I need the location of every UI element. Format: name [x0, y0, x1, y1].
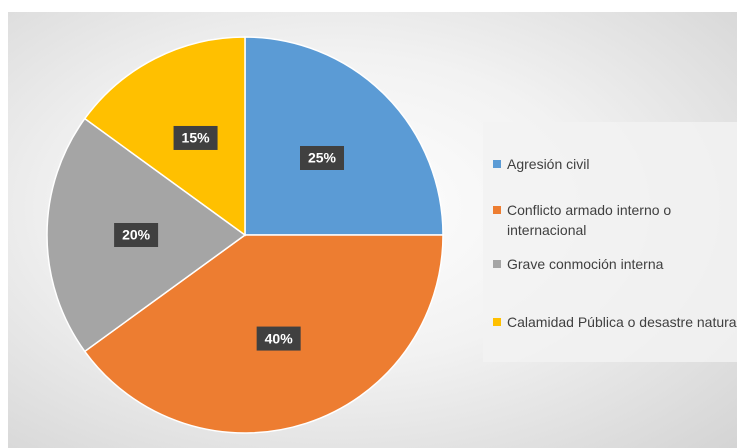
data-label: 15%: [182, 130, 211, 146]
legend-item: Calamidad Pública o desastre natural: [493, 312, 737, 332]
legend-swatch: [493, 318, 501, 326]
legend-swatch: [493, 160, 501, 168]
data-label-box: [300, 145, 345, 170]
legend-swatch: [493, 206, 501, 214]
pie-slice: [83, 36, 246, 237]
legend-label: Grave conmoción interna: [507, 256, 664, 272]
legend-item: Grave conmoción interna: [493, 254, 737, 274]
legend-label: Agresión civil: [507, 156, 590, 172]
data-label: 40%: [265, 330, 294, 346]
pie-slice: [244, 36, 444, 236]
data-label-box: [114, 223, 159, 247]
legend-swatch: [493, 260, 501, 268]
legend-label: Conflicto armado interno o internacional: [507, 202, 672, 238]
legend-label: Calamidad Pública o desastre natural: [507, 314, 737, 330]
pie-area: 25% 40% 20% 15%: [46, 36, 444, 434]
legend-item: Conflicto armado interno o internacional: [493, 200, 737, 240]
data-label: 20%: [122, 227, 151, 243]
legend-item: Agresión civil: [493, 154, 737, 174]
data-label-box: [173, 125, 218, 150]
legend: Agresión civil Conflicto armado interno o…: [483, 122, 737, 362]
chart: 25% 40% 20% 15% Agresión civil Conflicto arm…: [8, 12, 737, 448]
data-label-box: [256, 326, 301, 351]
data-label: 25%: [308, 150, 337, 166]
